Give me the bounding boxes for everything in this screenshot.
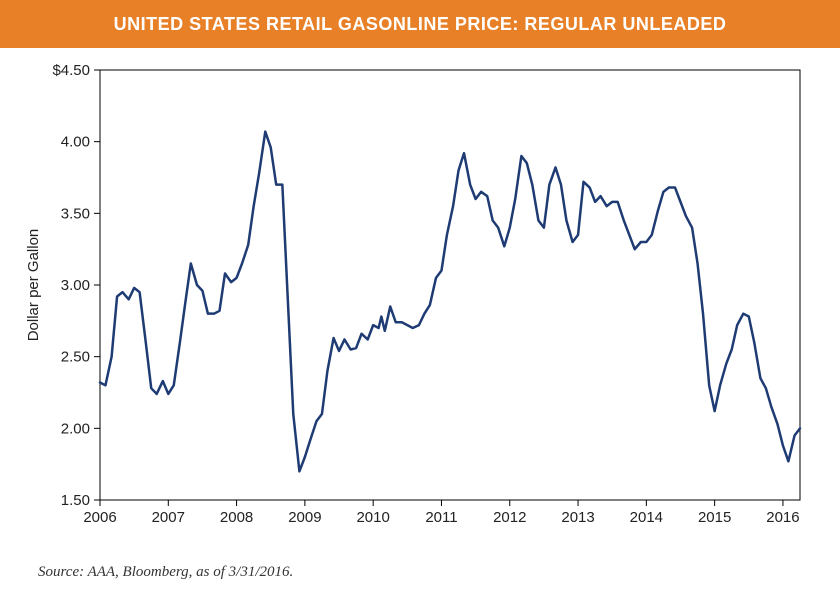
svg-text:2015: 2015 xyxy=(698,509,731,526)
svg-text:2016: 2016 xyxy=(766,509,799,526)
svg-text:2008: 2008 xyxy=(220,509,253,526)
svg-text:$4.50: $4.50 xyxy=(52,62,90,79)
svg-text:2007: 2007 xyxy=(152,509,185,526)
chart-header: UNITED STATES RETAIL GASONLINE PRICE: RE… xyxy=(0,0,840,48)
svg-text:3.00: 3.00 xyxy=(61,277,90,294)
svg-text:Dollar per Gallon: Dollar per Gallon xyxy=(25,229,42,342)
source-text: Source: AAA, Bloomberg, as of 3/31/2016. xyxy=(38,564,293,581)
svg-text:2013: 2013 xyxy=(561,509,594,526)
svg-text:2.50: 2.50 xyxy=(61,349,90,366)
svg-text:3.50: 3.50 xyxy=(61,205,90,222)
svg-text:2011: 2011 xyxy=(425,509,457,526)
svg-text:2009: 2009 xyxy=(288,509,321,526)
svg-text:2.00: 2.00 xyxy=(61,420,90,437)
svg-text:2010: 2010 xyxy=(356,509,389,526)
svg-text:4.00: 4.00 xyxy=(61,134,90,151)
svg-text:1.50: 1.50 xyxy=(61,492,90,509)
chart-title: UNITED STATES RETAIL GASONLINE PRICE: RE… xyxy=(114,14,727,35)
chart-svg: 1.50 2.00 2.50 3.00 3.50 4.00 $4.50 2006 2007 200… xyxy=(0,48,840,553)
chart-area: 1.50 2.00 2.50 3.00 3.50 4.00 $4.50 2006 2007 200… xyxy=(0,48,840,553)
chart-container: UNITED STATES RETAIL GASONLINE PRICE: RE… xyxy=(0,0,840,595)
svg-text:2014: 2014 xyxy=(630,509,663,526)
svg-text:2006: 2006 xyxy=(83,509,116,526)
svg-text:2012: 2012 xyxy=(493,509,526,526)
